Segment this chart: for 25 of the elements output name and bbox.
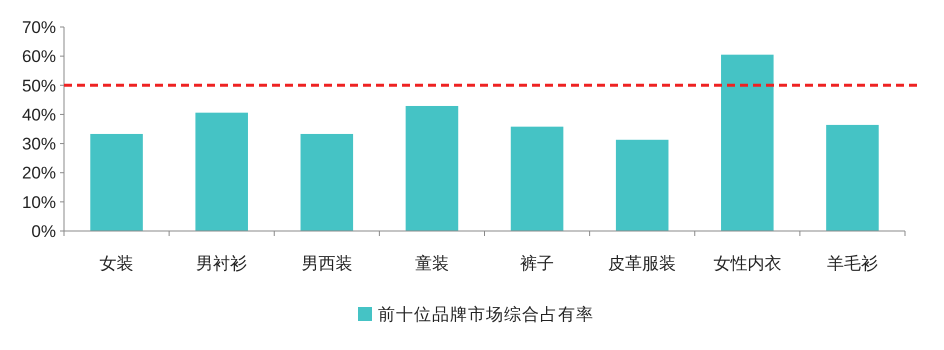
bar — [510, 126, 564, 231]
x-tick-label: 男西装 — [301, 254, 352, 273]
bar — [826, 124, 879, 231]
bar — [721, 54, 774, 231]
x-tick-label: 皮革服装 — [608, 254, 676, 273]
bar — [90, 134, 143, 231]
y-tick-label: 20% — [22, 164, 56, 183]
y-tick-label: 40% — [22, 105, 56, 124]
y-tick-label: 50% — [22, 76, 56, 96]
x-tick-label: 童装 — [414, 254, 449, 273]
bar — [616, 140, 668, 231]
y-tick-label: 0% — [31, 222, 56, 241]
bar — [195, 112, 248, 231]
bar — [406, 106, 458, 231]
x-tick-label: 羊毛衫 — [826, 254, 878, 273]
y-tick-label: 30% — [22, 134, 56, 154]
y-tick-label: 60% — [22, 47, 56, 66]
y-tick-label: 70% — [22, 18, 56, 37]
x-tick-label: 男衬衫 — [196, 254, 248, 273]
legend-label: 前十位品牌市场综合占有率 — [378, 305, 594, 324]
bar — [300, 134, 354, 231]
x-tick-label: 女装 — [100, 254, 134, 273]
x-tick-label: 裤子 — [520, 254, 554, 273]
x-tick-label: 女性内衣 — [713, 254, 782, 273]
y-tick-label: 10% — [22, 192, 56, 212]
